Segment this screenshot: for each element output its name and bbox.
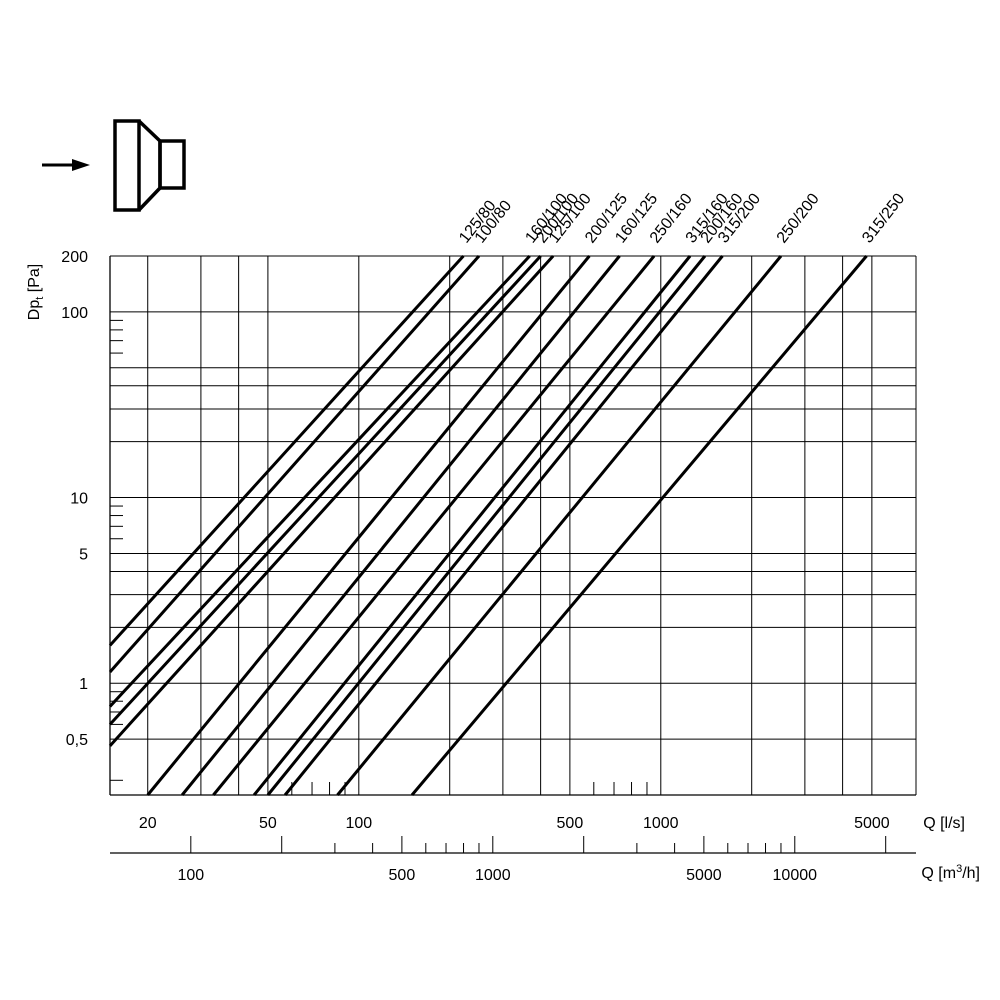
x-tick-label-20: 20 xyxy=(139,815,157,832)
y-tick-label-10: 10 xyxy=(70,491,88,508)
x-tick-label-50: 50 xyxy=(259,815,277,832)
y-tick-label-200: 200 xyxy=(61,249,88,266)
y-tick-label-5: 5 xyxy=(79,546,88,563)
curve-125-80 xyxy=(108,254,465,647)
chart-labels: 200 100 10 5 1 0,5 20 50 100 500 1000 5000 100 500 100… xyxy=(61,190,908,884)
chart-grid xyxy=(110,255,917,795)
x-tick-label-100: 100 xyxy=(345,815,372,832)
curve-100-80 xyxy=(108,255,481,673)
curve-200-125 xyxy=(146,255,591,796)
x-axis-ls-label: Q [l/s] xyxy=(923,815,965,832)
curve-label-315-250: 315/250 xyxy=(859,190,908,246)
m3h-tick-label-10000: 10000 xyxy=(773,867,818,884)
x-axis-m3h-label: Q [m3/h] xyxy=(921,863,980,882)
curve-label-250-200: 250/200 xyxy=(774,190,823,246)
curve-250-200 xyxy=(336,255,783,796)
curve-315-160 xyxy=(252,255,692,796)
m3h-tick-label-5000: 5000 xyxy=(686,867,722,884)
curve-160-125 xyxy=(180,255,621,796)
x-tick-label-500: 500 xyxy=(557,815,584,832)
curve-group xyxy=(108,254,868,796)
y-tick-label-1: 1 xyxy=(79,676,88,693)
curve-200-160 xyxy=(266,255,707,796)
m3h-tick-label-1000: 1000 xyxy=(475,867,511,884)
x-tick-label-1000: 1000 xyxy=(643,815,679,832)
curve-200-100 xyxy=(108,254,542,726)
curve-250-160 xyxy=(212,255,656,796)
y-axis-label: Dpt [Pa] xyxy=(26,264,46,320)
m3h-tick-label-100: 100 xyxy=(177,867,204,884)
x-tick-label-5000: 5000 xyxy=(854,815,890,832)
curve-315-200 xyxy=(283,255,724,796)
chart-axes xyxy=(109,255,917,854)
y-tick-label-100: 100 xyxy=(61,305,88,322)
curve-160-100 xyxy=(108,254,531,708)
curve-125-100 xyxy=(108,254,555,747)
y-tick-label-0-5: 0,5 xyxy=(66,732,88,749)
curve-315-250 xyxy=(410,255,868,796)
duct-reducer-icon xyxy=(42,119,186,212)
m3h-tick-label-500: 500 xyxy=(389,867,416,884)
